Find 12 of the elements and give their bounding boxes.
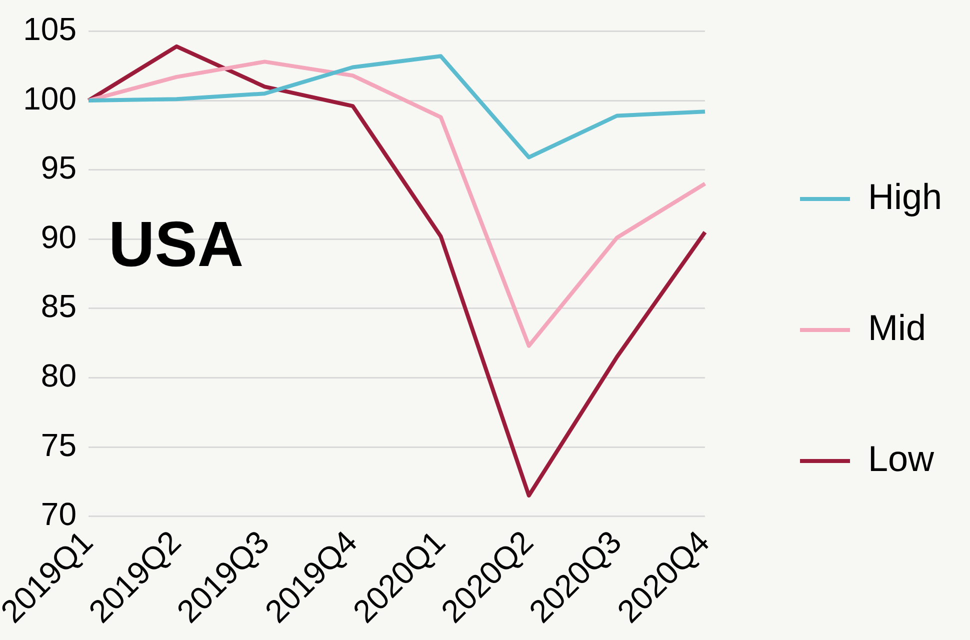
legend-label: Low	[868, 438, 936, 479]
y-tick-label: 90	[40, 218, 77, 255]
y-tick-label: 105	[23, 11, 77, 48]
y-tick-label: 95	[40, 150, 77, 186]
legend-label: Mid	[868, 306, 926, 348]
y-tick-label: 85	[40, 288, 77, 324]
y-tick-label: 100	[23, 80, 77, 116]
y-tick-label: 75	[40, 426, 77, 463]
legend-label: High	[868, 176, 942, 217]
annotation: USA	[108, 208, 244, 280]
y-tick-label: 70	[40, 496, 77, 532]
y-tick-label: 80	[40, 358, 77, 394]
